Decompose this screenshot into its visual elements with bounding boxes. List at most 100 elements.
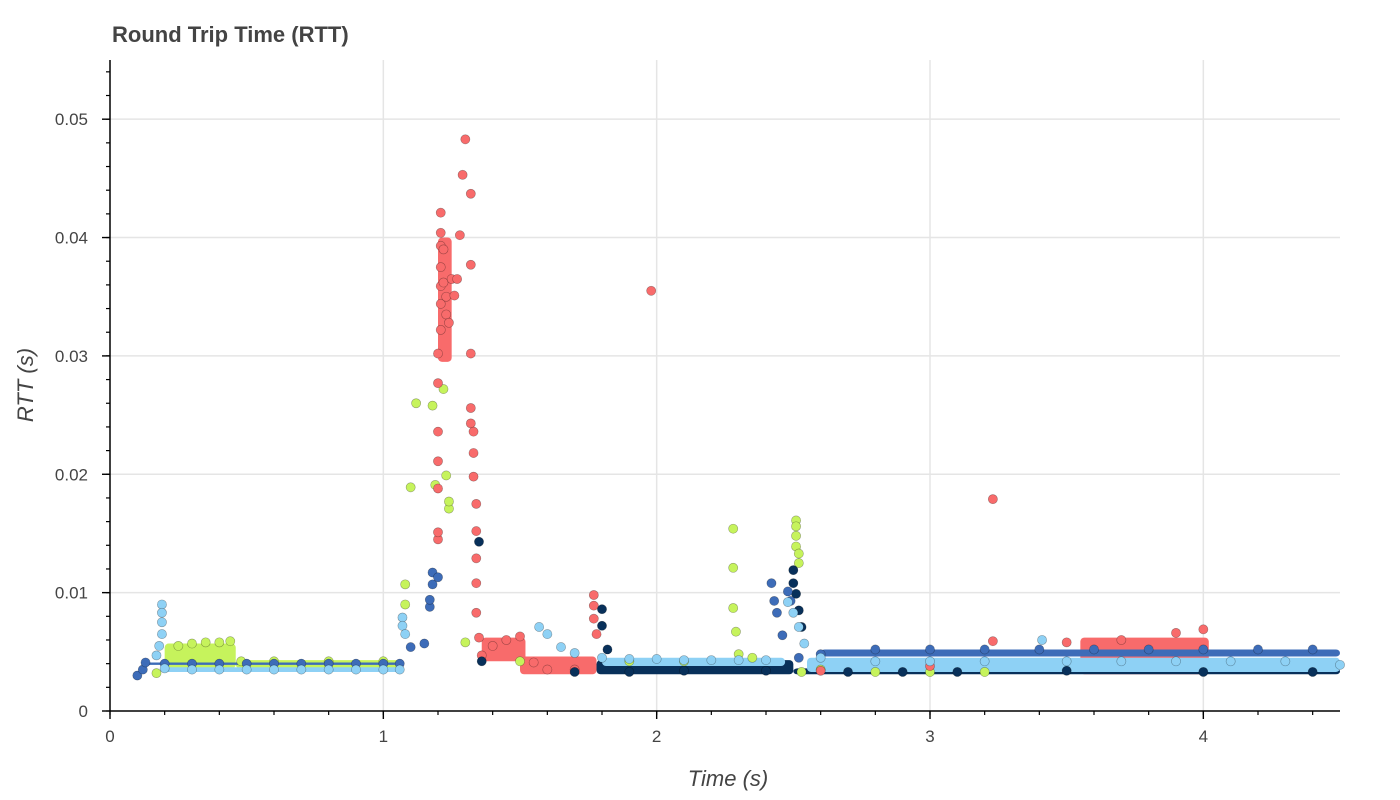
data-point (460, 134, 471, 145)
data-point (397, 620, 408, 631)
data-point (501, 635, 512, 645)
data-point (1280, 656, 1291, 667)
data-point (468, 426, 479, 437)
data-point (214, 637, 225, 648)
data-point (400, 599, 411, 610)
data-point (424, 594, 435, 605)
data-point (487, 641, 498, 651)
data-point (870, 644, 881, 655)
data-point (471, 498, 482, 509)
data-point (435, 298, 446, 309)
x-axis-label: Time (s) (688, 766, 768, 791)
data-point (140, 657, 151, 668)
data-point (441, 309, 452, 320)
data-point (542, 629, 553, 639)
data-point (438, 384, 449, 394)
data-point (870, 667, 881, 677)
data-point (433, 378, 443, 389)
data-point (1307, 667, 1318, 677)
data-point (157, 629, 167, 639)
data-point (435, 207, 446, 218)
data-point (400, 629, 411, 639)
data-point (979, 656, 990, 667)
data-point (597, 652, 607, 663)
data-point (731, 626, 741, 637)
data-point (782, 586, 793, 597)
dense-point-band (164, 667, 403, 672)
data-point (624, 654, 635, 664)
data-point (1198, 624, 1209, 635)
data-point (471, 607, 482, 618)
data-point (646, 285, 657, 296)
data-point (457, 169, 468, 180)
data-point (438, 244, 449, 255)
data-point (378, 664, 389, 675)
data-point (173, 641, 184, 651)
data-point (214, 664, 225, 675)
data-point (782, 597, 793, 608)
data-point (569, 648, 580, 658)
data-point (870, 656, 881, 667)
data-point (441, 291, 452, 302)
y-tick-label: 0 (79, 702, 88, 721)
data-point (444, 317, 454, 328)
data-point (465, 418, 476, 429)
data-point (534, 622, 545, 632)
data-point (1061, 665, 1072, 676)
data-point (1089, 644, 1099, 655)
data-point (799, 638, 810, 649)
data-point (1143, 644, 1154, 655)
y-tick-label: 0.02 (55, 465, 88, 484)
data-point (793, 622, 804, 632)
data-point (474, 536, 484, 547)
data-point (427, 579, 438, 590)
data-point (597, 620, 607, 631)
data-point (679, 665, 689, 676)
x-tick-label: 4 (1199, 727, 1208, 746)
data-point (588, 613, 599, 624)
data-point (925, 656, 935, 667)
data-point (187, 664, 197, 675)
data-point (777, 630, 788, 641)
data-point (435, 324, 446, 335)
data-point (1171, 656, 1181, 667)
data-point (351, 664, 361, 675)
data-point (1198, 644, 1209, 655)
data-point (772, 607, 782, 618)
data-point (159, 663, 170, 674)
data-point (465, 348, 476, 359)
data-point (706, 655, 717, 666)
data-point (1171, 627, 1181, 638)
data-point (761, 655, 771, 666)
data-point (515, 656, 525, 667)
data-point (460, 637, 471, 648)
data-point (528, 657, 539, 668)
x-tick-label: 0 (105, 727, 114, 746)
data-point (1034, 644, 1045, 655)
data-point (556, 642, 566, 652)
data-point (438, 277, 449, 288)
data-point (1116, 635, 1127, 645)
data-point (157, 599, 167, 610)
data-point (788, 607, 799, 618)
data-point (987, 636, 998, 647)
axes: 0 1 2 3 4 0 0.01 0.02 0.03 0.04 0.05 (55, 60, 1340, 746)
data-point (796, 667, 807, 677)
data-point (200, 637, 211, 648)
data-point (588, 590, 599, 600)
x-tick-label: 1 (379, 727, 388, 746)
data-point (1253, 644, 1263, 655)
dense-point-band (820, 649, 1340, 657)
data-point (444, 496, 454, 507)
data-point (588, 600, 599, 611)
data-point (474, 632, 484, 643)
data-point (394, 664, 405, 675)
x-tick-label: 2 (652, 727, 661, 746)
data-point (441, 470, 452, 481)
data-point (465, 259, 476, 270)
y-tick-label: 0.01 (55, 584, 88, 603)
data-point (679, 655, 689, 666)
data-point (542, 664, 553, 675)
data-point (471, 553, 482, 564)
